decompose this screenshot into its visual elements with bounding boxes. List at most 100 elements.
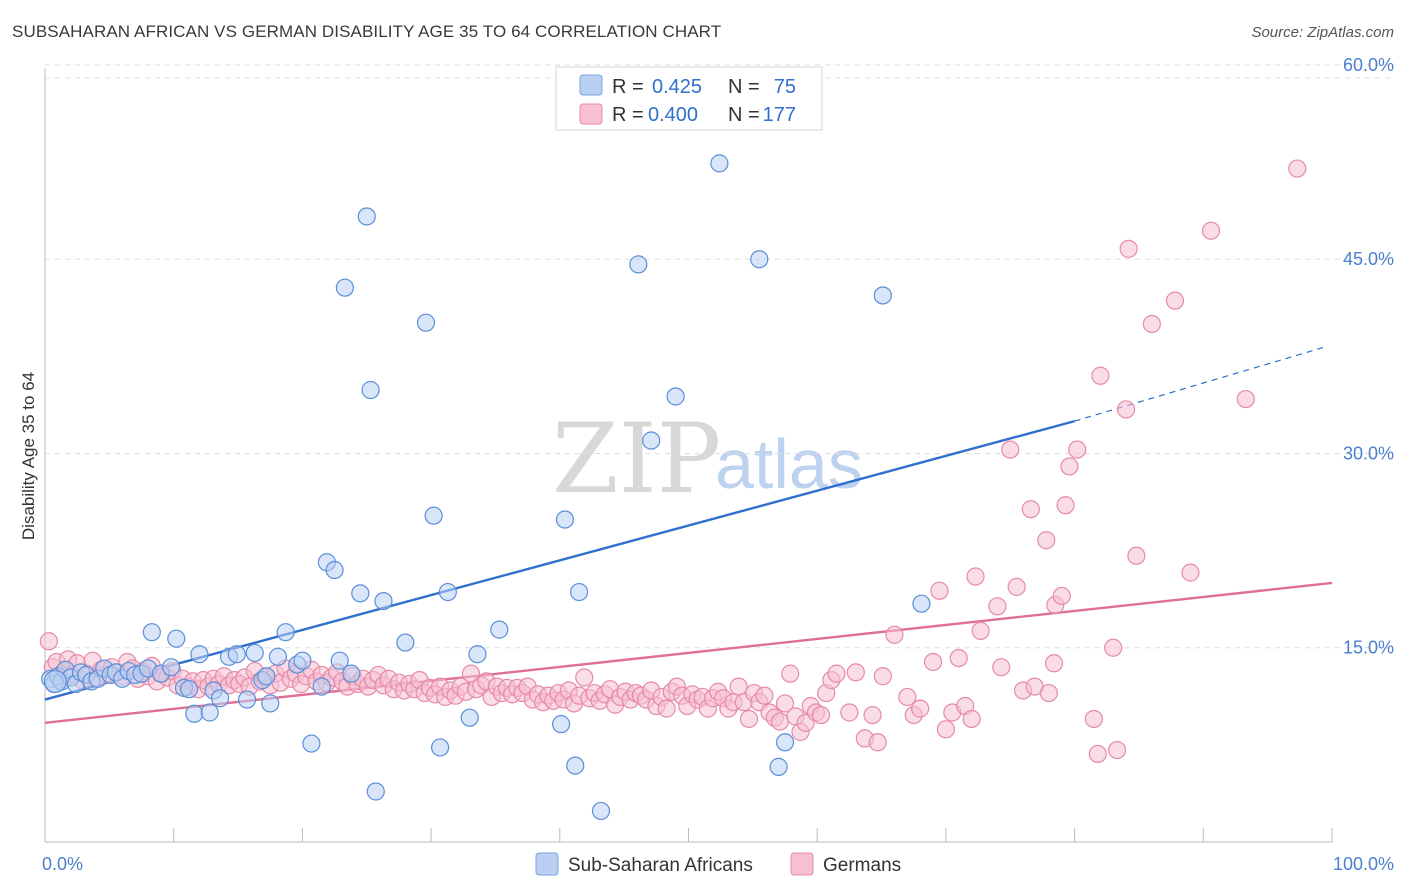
point-sub-saharan-africans — [330, 651, 349, 670]
point-sub-saharan-africans — [190, 645, 209, 664]
point-sub-saharan-africans — [210, 689, 230, 708]
point-sub-saharan-africans — [566, 756, 585, 775]
point-germans — [1181, 563, 1200, 582]
point-germans — [930, 581, 949, 600]
point-germans — [781, 664, 800, 683]
legend-r-label-1: R = — [612, 76, 644, 98]
point-germans — [1044, 654, 1064, 673]
watermark-zip: ZIP — [552, 403, 721, 515]
point-sub-saharan-africans — [416, 313, 436, 332]
trend-line-sub-saharan-africans — [44, 419, 1075, 701]
point-sub-saharan-africans — [180, 680, 199, 699]
point-germans — [755, 686, 774, 705]
point-sub-saharan-africans — [629, 255, 648, 274]
legend-n-label-2: N = — [728, 104, 760, 126]
point-sub-saharan-africans — [769, 757, 788, 776]
point-germans — [1142, 314, 1161, 334]
point-sub-saharan-africans — [775, 733, 795, 752]
point-sub-saharan-africans — [438, 582, 457, 602]
point-sub-saharan-africans — [268, 647, 288, 666]
bottom-legend-swatch-germans — [790, 852, 814, 876]
point-germans — [1091, 366, 1110, 385]
y-tick-label: 45.0% — [1343, 249, 1394, 269]
point-germans — [1084, 709, 1104, 729]
x-axis-ticks — [44, 828, 1333, 842]
point-germans — [1039, 683, 1058, 703]
legend-r-value-2: 0.400 — [648, 104, 698, 126]
trend-lines — [44, 346, 1333, 725]
bottom-legend-swatch-subsaharan — [535, 852, 559, 876]
watermark-atlas: atlas — [715, 425, 863, 503]
point-sub-saharan-africans — [257, 667, 276, 686]
point-sub-saharan-africans — [468, 645, 487, 664]
point-sub-saharan-africans — [431, 738, 450, 757]
point-sub-saharan-africans — [351, 584, 370, 603]
legend-r-label-2: R = — [612, 104, 644, 126]
point-germans — [949, 648, 968, 668]
point-sub-saharan-africans — [570, 582, 589, 602]
point-germans — [936, 720, 956, 739]
point-sub-saharan-africans — [200, 703, 219, 722]
point-sub-saharan-africans — [261, 694, 280, 713]
legend-r-value-1: 0.425 — [652, 76, 702, 98]
point-sub-saharan-africans — [460, 708, 479, 727]
y-tick-labels: 15.0% 30.0% 45.0% 60.0% — [1343, 55, 1394, 658]
point-germans — [1165, 291, 1185, 310]
chart-title: SUBSAHARAN AFRICAN VS GERMAN DISABILITY … — [12, 22, 722, 41]
point-sub-saharan-africans — [342, 664, 361, 683]
point-germans — [898, 687, 917, 707]
point-sub-saharan-africans — [374, 592, 393, 611]
legend-swatch-germans — [579, 103, 603, 125]
point-germans — [846, 663, 865, 682]
point-germans — [1021, 500, 1040, 519]
point-sub-saharan-africans — [325, 560, 344, 580]
point-germans — [827, 664, 846, 683]
bottom-legend-label-germans: Germans — [823, 855, 901, 876]
point-germans — [811, 705, 831, 725]
x-tick-label-min: 0.0% — [42, 854, 83, 874]
y-tick-label: 30.0% — [1343, 443, 1394, 463]
point-sub-saharan-africans — [361, 380, 380, 400]
point-germans — [1236, 389, 1255, 409]
point-sub-saharan-africans — [162, 658, 181, 677]
point-sub-saharan-africans — [666, 387, 685, 406]
y-tick-label: 15.0% — [1343, 638, 1394, 658]
point-germans — [775, 694, 795, 713]
legend-n-value-2: 177 — [763, 104, 796, 126]
point-sub-saharan-africans — [591, 801, 611, 821]
point-sub-saharan-africans — [335, 278, 354, 297]
point-germans — [1068, 440, 1087, 459]
source-label: Source: ZipAtlas.com — [1251, 24, 1394, 41]
legend-n-label-1: N = — [728, 76, 760, 98]
point-sub-saharan-africans — [366, 782, 385, 801]
point-germans — [966, 567, 985, 586]
point-germans — [1104, 638, 1123, 657]
point-germans — [39, 632, 58, 651]
point-sub-saharan-africans — [490, 620, 509, 639]
point-germans — [729, 677, 748, 696]
point-sub-saharan-africans — [357, 207, 376, 226]
point-germans — [739, 709, 759, 729]
point-germans — [885, 625, 904, 644]
grid-lines — [45, 64, 1392, 649]
point-germans — [1116, 400, 1136, 419]
point-sub-saharan-africans — [276, 623, 295, 642]
point-sub-saharan-africans — [396, 633, 415, 652]
bottom-legend-label-subsaharan: Sub-Saharan Africans — [568, 855, 753, 876]
point-germans — [840, 703, 859, 722]
point-sub-saharan-africans — [424, 506, 443, 525]
point-germans — [1107, 740, 1127, 760]
point-sub-saharan-africans — [551, 715, 571, 734]
point-sub-saharan-africans — [185, 704, 204, 723]
point-germans — [992, 658, 1011, 677]
point-sub-saharan-africans — [642, 431, 661, 450]
point-germans — [988, 597, 1007, 616]
point-germans — [971, 621, 990, 641]
point-germans — [1037, 531, 1056, 550]
point-sub-saharan-africans — [555, 510, 575, 529]
point-sub-saharan-africans — [873, 286, 892, 305]
y-axis-label: Disability Age 35 to 64 — [19, 372, 38, 540]
point-germans — [868, 733, 887, 752]
point-sub-saharan-africans — [312, 677, 331, 696]
